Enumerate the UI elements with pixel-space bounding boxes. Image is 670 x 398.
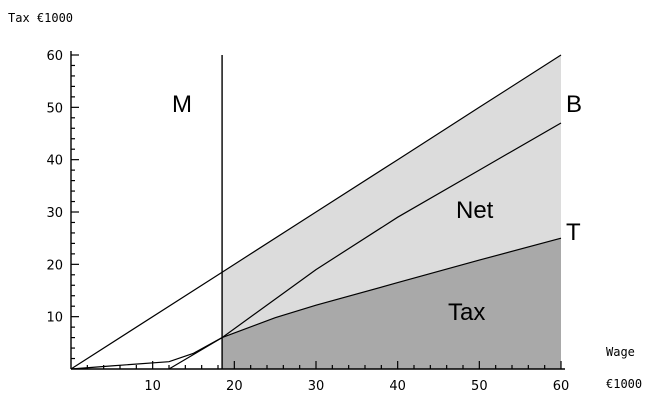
y-tick-label: 50 <box>46 101 63 116</box>
x-tick-label: 40 <box>389 379 406 394</box>
label-t: T <box>566 219 581 246</box>
x-tick-label: 60 <box>553 379 570 394</box>
y-tick-label: 20 <box>46 258 63 273</box>
net-area <box>222 55 561 338</box>
x-tick-label: 10 <box>144 379 161 394</box>
label-m: M <box>172 91 192 118</box>
x-axis-label-unit: €1000 <box>606 377 642 391</box>
y-tick-label: 10 <box>46 311 63 326</box>
tax-area <box>222 238 561 369</box>
x-axis-label-wage: Wage <box>606 345 635 359</box>
y-tick-label: 40 <box>46 154 63 169</box>
label-tax: Tax <box>448 299 485 326</box>
x-tick-label: 30 <box>308 379 325 394</box>
y-tick-label: 60 <box>46 49 63 64</box>
series-line-t <box>70 237 562 370</box>
label-net: Net <box>456 197 494 224</box>
series-line-b <box>70 54 562 370</box>
y-tick-label: 30 <box>46 206 63 221</box>
y-axis-label: Tax €1000 <box>8 11 73 25</box>
axis-ticks: 10 20 30 40 50 60 10 20 30 40 50 60 <box>46 49 569 394</box>
x-tick-label: 20 <box>226 379 243 394</box>
label-b: B <box>566 91 582 118</box>
x-tick-label: 50 <box>471 379 488 394</box>
